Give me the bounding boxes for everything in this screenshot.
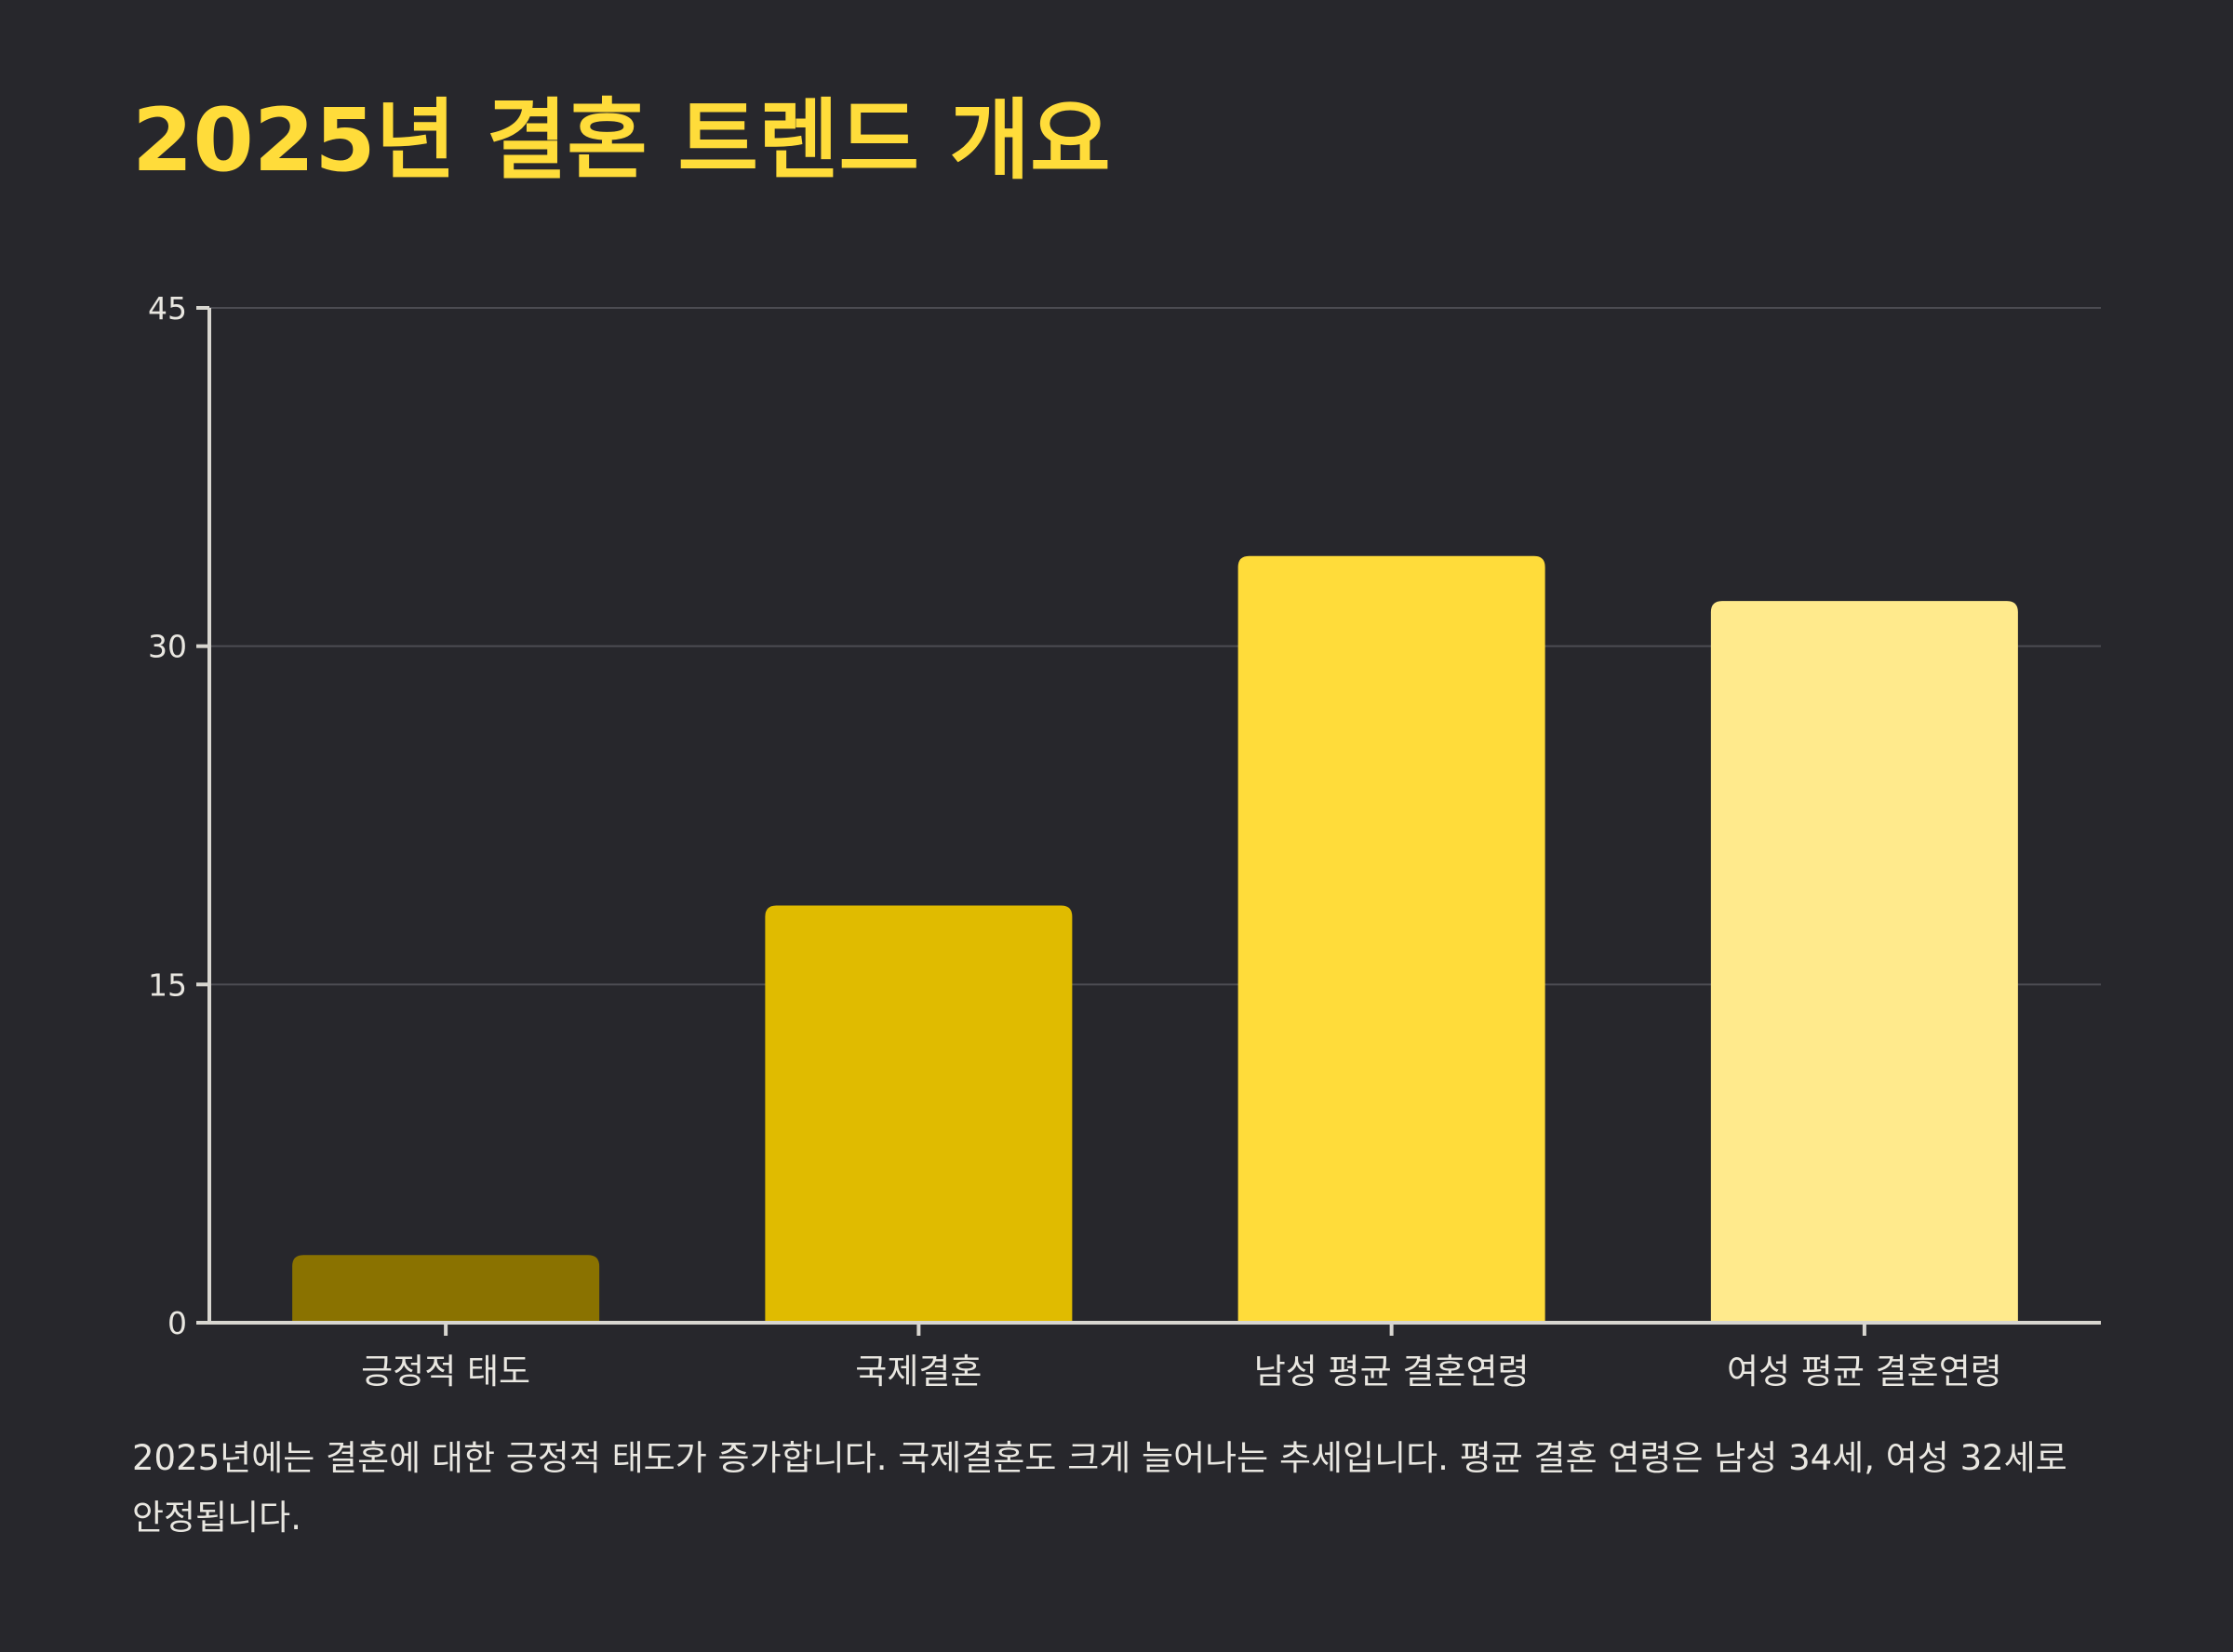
bar bbox=[1237, 555, 1545, 1323]
bars bbox=[292, 555, 2018, 1323]
y-tick-label: 30 bbox=[148, 629, 187, 665]
chart-description: 2025년에는 결혼에 대한 긍정적 태도가 증가합니다. 국제결혼도 크게 늘… bbox=[132, 1438, 2067, 1538]
bar bbox=[1710, 601, 2018, 1323]
axes bbox=[207, 308, 2101, 1325]
y-tick-label: 0 bbox=[167, 1305, 187, 1341]
y-axis-ticks: 0 15 30 45 bbox=[148, 290, 209, 1341]
chart-title: 2025년 결혼 트렌드 개요 bbox=[132, 90, 1111, 192]
bar bbox=[765, 905, 1073, 1323]
x-tick-label: 남성 평균 결혼연령 bbox=[1254, 1352, 1530, 1392]
x-tick-label: 긍정적 태도 bbox=[361, 1352, 530, 1392]
bar bbox=[292, 1255, 600, 1323]
x-axis-ticks: 긍정적 태도 국제결혼 남성 평균 결혼연령 여성 평균 결혼연령 bbox=[361, 1323, 2002, 1392]
x-tick-label: 여성 평균 결혼연령 bbox=[1727, 1352, 2002, 1392]
x-tick-label: 국제결혼 bbox=[855, 1352, 982, 1392]
y-tick-label: 15 bbox=[148, 966, 187, 1003]
y-tick-label: 45 bbox=[148, 290, 187, 326]
bar-chart: 0 15 30 45 긍정적 태도 국제결혼 남성 평균 결혼연령 여성 평균 결혼연령 bbox=[148, 290, 2101, 1392]
